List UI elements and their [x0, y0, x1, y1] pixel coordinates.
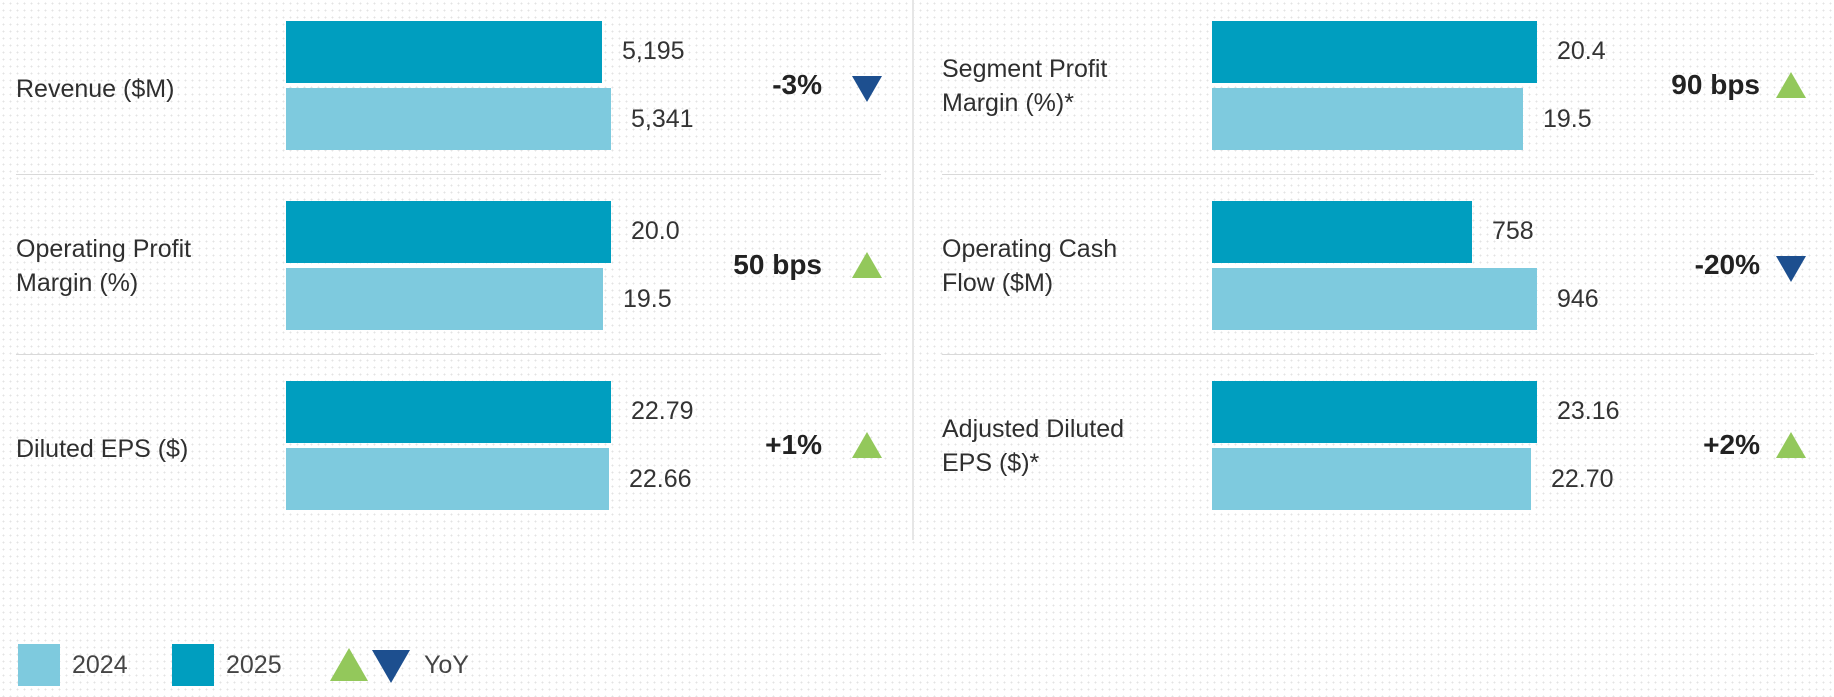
metric-label: Operating Profit Margin (%)	[16, 235, 192, 297]
bar-2025	[286, 201, 611, 263]
metric-label: Segment Profit Margin (%)*	[942, 55, 1108, 117]
yoy-down-triangle-icon	[1776, 256, 1806, 282]
row-separator	[942, 354, 1814, 355]
legend-label-yoy: YoY	[424, 651, 469, 679]
bar-2024	[286, 448, 609, 510]
bar-2025	[1212, 381, 1537, 443]
metric-row: Operating Cash Flow ($M) 758 946 -20%	[914, 180, 1834, 360]
value-label-2024: 946	[1557, 285, 1599, 313]
metric-row: Revenue ($M) 5,195 5,341 -3%	[0, 0, 912, 180]
metric-row: Operating Profit Margin (%) 20.0 19.5 50 bp…	[0, 180, 912, 360]
yoy-up-triangle-icon	[852, 432, 882, 458]
yoy-change: +1%	[765, 429, 822, 460]
bar-2025	[286, 381, 611, 443]
bar-2024	[1212, 268, 1537, 330]
legend-swatch-2025	[172, 644, 214, 686]
legend-label-2025: 2025	[226, 651, 282, 679]
value-label-2025: 20.0	[631, 217, 680, 245]
left-panel: Revenue ($M) 5,195 5,341 -3% Operating Profi…	[0, 0, 912, 540]
metric-row: Segment Profit Margin (%)* 20.4 19.5 90 bps	[914, 0, 1834, 180]
bar-2024	[1212, 448, 1531, 510]
value-label-2025: 20.4	[1557, 37, 1606, 65]
metric-label: Adjusted Diluted EPS ($)*	[942, 415, 1125, 477]
value-label-2024: 22.66	[629, 465, 692, 493]
legend-label-2024: 2024	[72, 651, 128, 679]
bar-2024	[286, 88, 611, 150]
row-separator	[942, 174, 1814, 175]
value-label-2024: 22.70	[1551, 465, 1614, 493]
legend: 2024 2025 YoY	[0, 640, 700, 690]
yoy-change: 50 bps	[733, 249, 822, 280]
legend-swatch-2024	[18, 644, 60, 686]
value-label-2025: 758	[1492, 217, 1534, 245]
yoy-up-triangle-icon	[852, 252, 882, 278]
row-separator	[16, 174, 881, 175]
value-label-2025: 5,195	[622, 37, 685, 65]
value-label-2025: 23.16	[1557, 397, 1620, 425]
value-label-2025: 22.79	[631, 397, 694, 425]
yoy-change: +2%	[1703, 429, 1760, 460]
metric-label: Revenue ($M)	[16, 75, 175, 103]
bar-2025	[286, 21, 602, 83]
metric-label: Diluted EPS ($)	[16, 435, 189, 463]
bar-2024	[1212, 88, 1523, 150]
yoy-change: -20%	[1694, 249, 1760, 280]
value-label-2024: 19.5	[623, 285, 672, 313]
metric-row: Diluted EPS ($) 22.79 22.66 +1%	[0, 360, 912, 540]
legend-up-triangle-icon	[330, 648, 368, 681]
yoy-up-triangle-icon	[1776, 72, 1806, 98]
value-label-2024: 19.5	[1543, 105, 1592, 133]
panel-divider	[912, 0, 914, 540]
right-panel: Segment Profit Margin (%)* 20.4 19.5 90 bps…	[914, 0, 1834, 540]
row-separator	[16, 354, 881, 355]
yoy-change: 90 bps	[1671, 69, 1760, 100]
value-label-2024: 5,341	[631, 105, 694, 133]
metric-row: Adjusted Diluted EPS ($)* 23.16 22.70 +2%	[914, 360, 1834, 540]
bar-2025	[1212, 201, 1472, 263]
bar-2025	[1212, 21, 1537, 83]
metric-label: Operating Cash Flow ($M)	[942, 235, 1118, 297]
legend-down-triangle-icon	[372, 650, 410, 683]
yoy-up-triangle-icon	[1776, 432, 1806, 458]
yoy-down-triangle-icon	[852, 76, 882, 102]
bar-2024	[286, 268, 603, 330]
yoy-change: -3%	[772, 69, 822, 100]
